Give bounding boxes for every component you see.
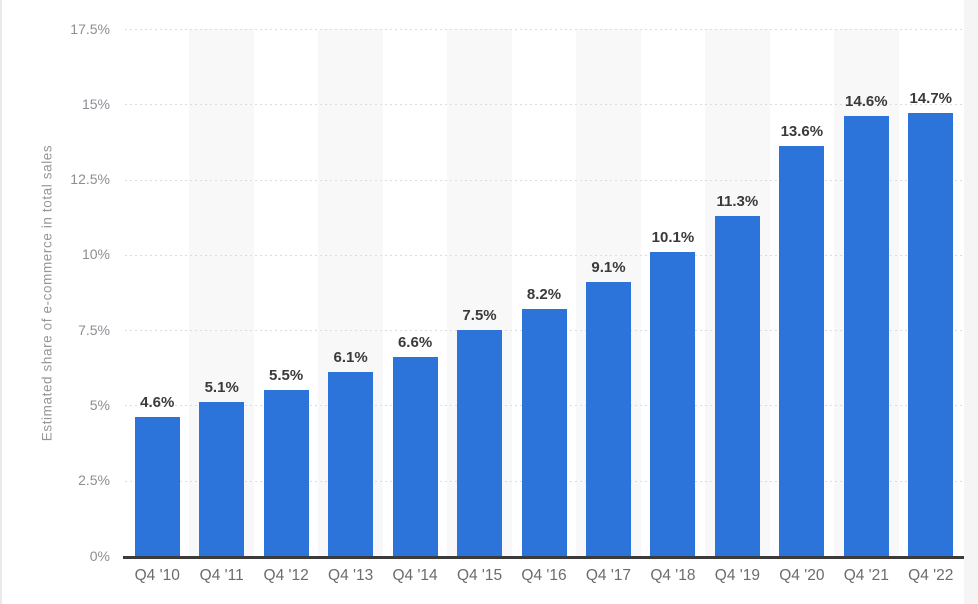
bar-value-label: 5.5% [269, 367, 304, 385]
bar-Q4 '10[interactable] [134, 417, 180, 556]
y-tick-label: 10% [81, 246, 110, 263]
y-tick-label: 0% [89, 547, 110, 564]
bar-Q4 '19[interactable] [714, 215, 760, 556]
bar-value-label: 4.6% [140, 394, 175, 412]
x-tick-label: Q4 '10 [134, 567, 180, 584]
x-tick-label: Q4 '19 [714, 567, 760, 584]
bar-Q4 '12[interactable] [263, 390, 309, 556]
page-edge-right [964, 0, 978, 604]
gridline [125, 29, 963, 30]
bar-Q4 '13[interactable] [328, 372, 374, 556]
x-tick-label: Q4 '22 [908, 567, 954, 584]
x-tick-label: Q4 '12 [263, 567, 309, 584]
bar-value-label: 14.7% [909, 90, 953, 108]
y-tick-label: 7.5% [78, 321, 110, 338]
x-tick-label: Q4 '20 [779, 567, 825, 584]
bar-value-label: 9.1% [591, 258, 626, 276]
bar-value-label: 8.2% [526, 286, 562, 304]
bar-Q4 '15[interactable] [457, 330, 503, 556]
y-tick-label: 15% [81, 95, 110, 112]
bar-value-label: 6.6% [397, 334, 433, 352]
bar-Q4 '17[interactable] [585, 281, 631, 556]
bar-Q4 '18[interactable] [650, 251, 696, 556]
bar-value-label: 10.1% [651, 228, 695, 246]
x-tick-label: Q4 '16 [521, 567, 567, 584]
x-tick-label: Q4 '17 [585, 567, 632, 584]
bar-Q4 '16[interactable] [521, 309, 567, 556]
x-tick-label: Q4 '15 [456, 567, 503, 584]
bar-value-label: 14.6% [845, 93, 888, 111]
bar-Q4 '21[interactable] [843, 116, 889, 556]
bar-Q4 '22[interactable] [908, 113, 954, 556]
x-tick-label: Q4 '14 [392, 567, 438, 584]
bar-Q4 '11[interactable] [199, 402, 245, 556]
bar-value-label: 7.5% [462, 307, 497, 325]
x-tick-label: Q4 '21 [843, 567, 889, 584]
gridline [125, 254, 963, 256]
x-tick-label: Q4 '13 [328, 567, 374, 584]
y-tick-label: 17.5% [70, 20, 110, 37]
x-axis-line [123, 556, 964, 559]
gridline [125, 104, 963, 106]
plot-area: 4.6% 5.1% 5.5% 6.1% 6.6% 7.5% 8.2% 9.1% 10.1% 11.… [125, 29, 963, 556]
y-tick-label: 12.5% [70, 171, 110, 188]
x-tick-label: Q4 '18 [650, 567, 696, 584]
x-tick-label: Q4 '11 [199, 567, 244, 584]
bar-value-label: 11.3% [716, 192, 759, 210]
y-tick-label: 5% [89, 396, 110, 413]
bar-value-label: 13.6% [780, 123, 824, 141]
page-edge-left [0, 0, 2, 604]
bar-value-label: 6.1% [333, 349, 368, 367]
bar-Q4 '20[interactable] [779, 146, 825, 556]
gridline [125, 179, 963, 181]
bar-value-label: 5.1% [204, 379, 239, 397]
bar-Q4 '14[interactable] [392, 357, 438, 556]
y-tick-label: 2.5% [78, 472, 110, 489]
